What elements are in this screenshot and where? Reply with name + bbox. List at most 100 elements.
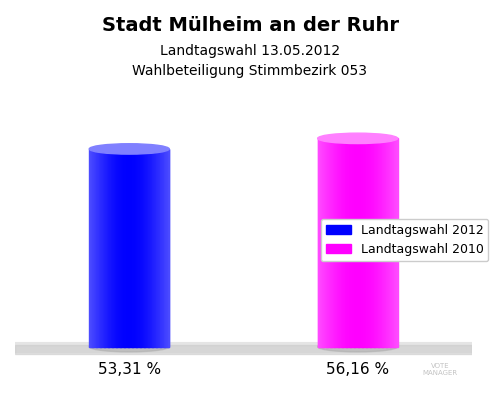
Bar [387, 138, 388, 347]
Bar [126, 149, 127, 347]
Bar [341, 138, 342, 347]
Bar [110, 149, 111, 347]
Bar [332, 138, 333, 347]
Bar [373, 138, 374, 347]
Bar [391, 138, 392, 347]
Bar [158, 149, 159, 347]
Bar [104, 149, 106, 347]
Text: VOTE
MANAGER: VOTE MANAGER [422, 363, 458, 376]
Bar [144, 149, 146, 347]
Bar [154, 149, 155, 347]
Bar [385, 138, 386, 347]
Bar [348, 138, 349, 347]
Bar [383, 138, 384, 347]
Bar [330, 138, 332, 347]
Bar [135, 149, 136, 347]
Text: 53,31 %: 53,31 % [98, 362, 161, 377]
Bar [123, 149, 124, 347]
Bar [392, 138, 393, 347]
Bar [149, 149, 150, 347]
Ellipse shape [318, 342, 398, 352]
Bar [353, 138, 354, 347]
Bar [337, 138, 338, 347]
Bar [112, 149, 114, 347]
Bar [354, 138, 356, 347]
Bar [113, 149, 114, 347]
Bar [375, 138, 376, 347]
Bar [377, 138, 378, 347]
Bar [89, 149, 90, 347]
Bar [106, 149, 107, 347]
Text: Wahlbeteiligung Stimmbezirk 053: Wahlbeteiligung Stimmbezirk 053 [132, 64, 368, 78]
Bar [15, 345, 472, 354]
Bar [132, 149, 134, 347]
Text: Landtagswahl 13.05.2012: Landtagswahl 13.05.2012 [160, 44, 340, 58]
Bar [145, 149, 146, 347]
Bar [92, 149, 94, 347]
Bar [142, 149, 143, 347]
Bar [364, 138, 365, 347]
Bar [388, 138, 389, 347]
Bar [362, 138, 364, 347]
Bar [164, 149, 166, 347]
Bar [166, 149, 167, 347]
Bar [328, 138, 329, 347]
Bar [138, 149, 139, 347]
Bar [394, 138, 396, 347]
Bar [153, 149, 154, 347]
Bar [141, 149, 142, 347]
Bar [168, 149, 170, 347]
Bar [109, 149, 110, 347]
Bar [105, 149, 106, 347]
Bar [365, 138, 366, 347]
Bar [326, 138, 328, 347]
Bar [156, 149, 158, 347]
Bar [369, 138, 370, 347]
Bar [372, 138, 373, 347]
Bar [368, 138, 369, 347]
Bar [119, 149, 120, 347]
Bar [159, 149, 160, 347]
Bar [139, 149, 140, 347]
Bar [124, 149, 126, 347]
Bar [370, 138, 372, 347]
Bar [358, 138, 360, 347]
Bar [360, 138, 361, 347]
Bar [91, 149, 92, 347]
Bar [324, 138, 325, 347]
Bar [390, 138, 392, 347]
Bar [148, 149, 150, 347]
Text: Stadt Mülheim an der Ruhr: Stadt Mülheim an der Ruhr [102, 16, 399, 35]
Bar [107, 149, 108, 347]
Bar [160, 149, 162, 347]
Bar [125, 149, 126, 347]
Bar [98, 149, 99, 347]
Bar [128, 149, 130, 347]
Bar [333, 138, 334, 347]
Bar [103, 149, 104, 347]
Bar [115, 149, 116, 347]
Bar [96, 149, 98, 347]
Bar [329, 138, 330, 347]
Bar [143, 149, 144, 347]
Bar [108, 149, 110, 347]
Bar [100, 149, 102, 347]
Bar [378, 138, 380, 347]
Bar [342, 138, 344, 347]
Bar [134, 149, 135, 347]
Bar [322, 138, 324, 347]
Bar [147, 149, 148, 347]
Bar [127, 149, 128, 347]
Legend: Landtagswahl 2012, Landtagswahl 2010: Landtagswahl 2012, Landtagswahl 2010 [320, 219, 488, 261]
Bar [357, 138, 358, 347]
Bar [352, 138, 353, 347]
Bar [102, 149, 103, 347]
Bar [371, 138, 372, 347]
Bar [318, 138, 320, 347]
Bar [395, 138, 396, 347]
Bar [131, 149, 132, 347]
Bar [389, 138, 390, 347]
Bar [379, 138, 380, 347]
Bar [349, 138, 350, 347]
Bar [320, 138, 321, 347]
